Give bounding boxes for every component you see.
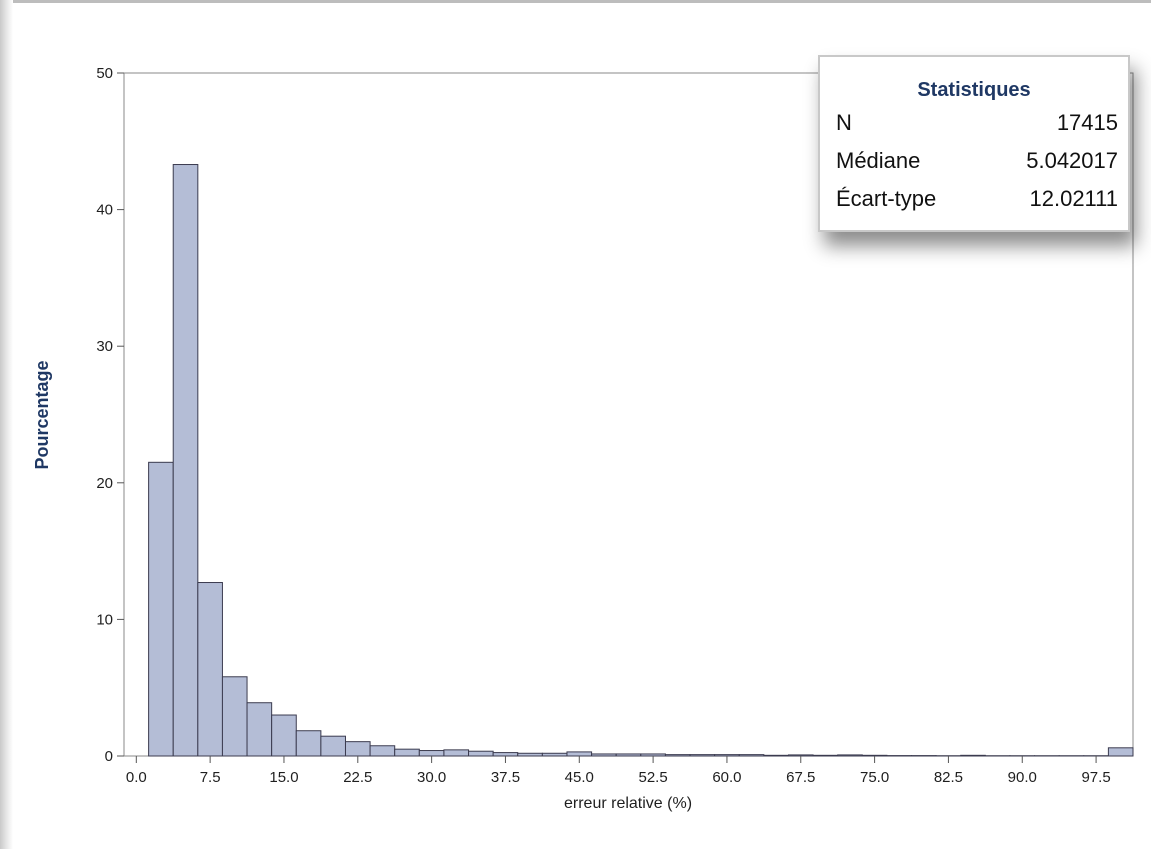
histogram-bar: [468, 750, 494, 757]
histogram-bar: [418, 750, 445, 757]
x-tick-label: 15.0: [269, 769, 298, 786]
histogram-bar: [591, 753, 617, 757]
y-tick-label: 10: [96, 611, 113, 628]
histogram-bar: [320, 735, 346, 757]
statistics-title: Statistiques: [917, 79, 1031, 101]
stat-row-std-dev: Écart-type 12.02111: [836, 183, 1118, 215]
x-tick-label: 90.0: [1008, 769, 1037, 786]
histogram-bar: [1107, 747, 1134, 757]
histogram-bar: [787, 754, 814, 757]
y-tick-label: 0: [105, 748, 113, 765]
x-tick-label: 7.5: [200, 769, 221, 786]
x-tick-label: 30.0: [417, 769, 446, 786]
histogram-bar: [615, 753, 642, 757]
histogram-bar: [221, 676, 248, 757]
histogram-bar: [664, 754, 691, 757]
y-axis-title: Pourcentage: [32, 360, 52, 469]
histogram-bar: [541, 752, 568, 757]
y-axis-ticks: 0 10 20 30 40 50: [96, 65, 124, 765]
stat-row-n: N 17415: [836, 107, 1118, 139]
histogram-bar: [148, 461, 174, 757]
histogram-bar: [861, 754, 888, 757]
histogram-bar: [492, 752, 519, 757]
y-tick-label: 40: [96, 202, 113, 219]
x-tick-label: 75.0: [860, 769, 889, 786]
stat-label: Écart-type: [836, 186, 937, 211]
x-tick-label: 0.0: [126, 769, 147, 786]
x-tick-label: 22.5: [343, 769, 372, 786]
histogram-bar: [172, 164, 199, 757]
stat-row-median: Médiane 5.042017: [836, 145, 1118, 177]
x-tick-label: 67.5: [786, 769, 815, 786]
x-tick-label: 37.5: [491, 769, 520, 786]
histogram-bar: [714, 754, 740, 757]
histogram-bar: [394, 748, 420, 757]
stat-label: Médiane: [836, 148, 921, 173]
stat-value: 12.02111: [1029, 186, 1119, 211]
histogram-bar: [369, 745, 396, 757]
stat-value: 5.042017: [1026, 148, 1118, 173]
y-tick-label: 20: [96, 475, 113, 492]
histogram-bar: [640, 753, 666, 757]
stat-value: 17415: [1056, 110, 1118, 135]
histogram-bar: [837, 754, 863, 757]
histogram-bar: [960, 754, 986, 757]
histogram-bar: [295, 730, 322, 757]
histogram-bar: [566, 751, 593, 757]
y-tick-label: 50: [96, 65, 113, 82]
statistics-box: Statistiques N 17415 Médiane 5.042017 Éc…: [818, 55, 1130, 232]
histogram-bars: [148, 164, 1134, 757]
histogram-bar: [271, 714, 297, 757]
histogram-bar: [246, 702, 273, 757]
histogram-bar: [812, 754, 839, 757]
histogram-bar: [738, 754, 765, 757]
x-tick-label: 82.5: [934, 769, 963, 786]
stat-label: N: [836, 110, 852, 135]
x-tick-label: 60.0: [712, 769, 741, 786]
histogram-bar: [689, 754, 716, 757]
x-tick-label: 52.5: [639, 769, 668, 786]
x-tick-label: 45.0: [565, 769, 594, 786]
histogram-bar: [443, 749, 470, 757]
histogram-bar: [763, 754, 789, 757]
histogram-bar: [197, 582, 223, 757]
histogram-bar: [517, 752, 543, 757]
x-axis-ticks: 0.0 7.5 15.0 22.5 30.0 37.5 45.0 52.5 60.0 67.5 75…: [126, 756, 1111, 786]
histogram-bar: [344, 741, 371, 757]
x-axis-title: erreur relative (%): [564, 795, 692, 812]
y-tick-label: 30: [96, 338, 113, 355]
x-tick-label: 97.5: [1081, 769, 1110, 786]
